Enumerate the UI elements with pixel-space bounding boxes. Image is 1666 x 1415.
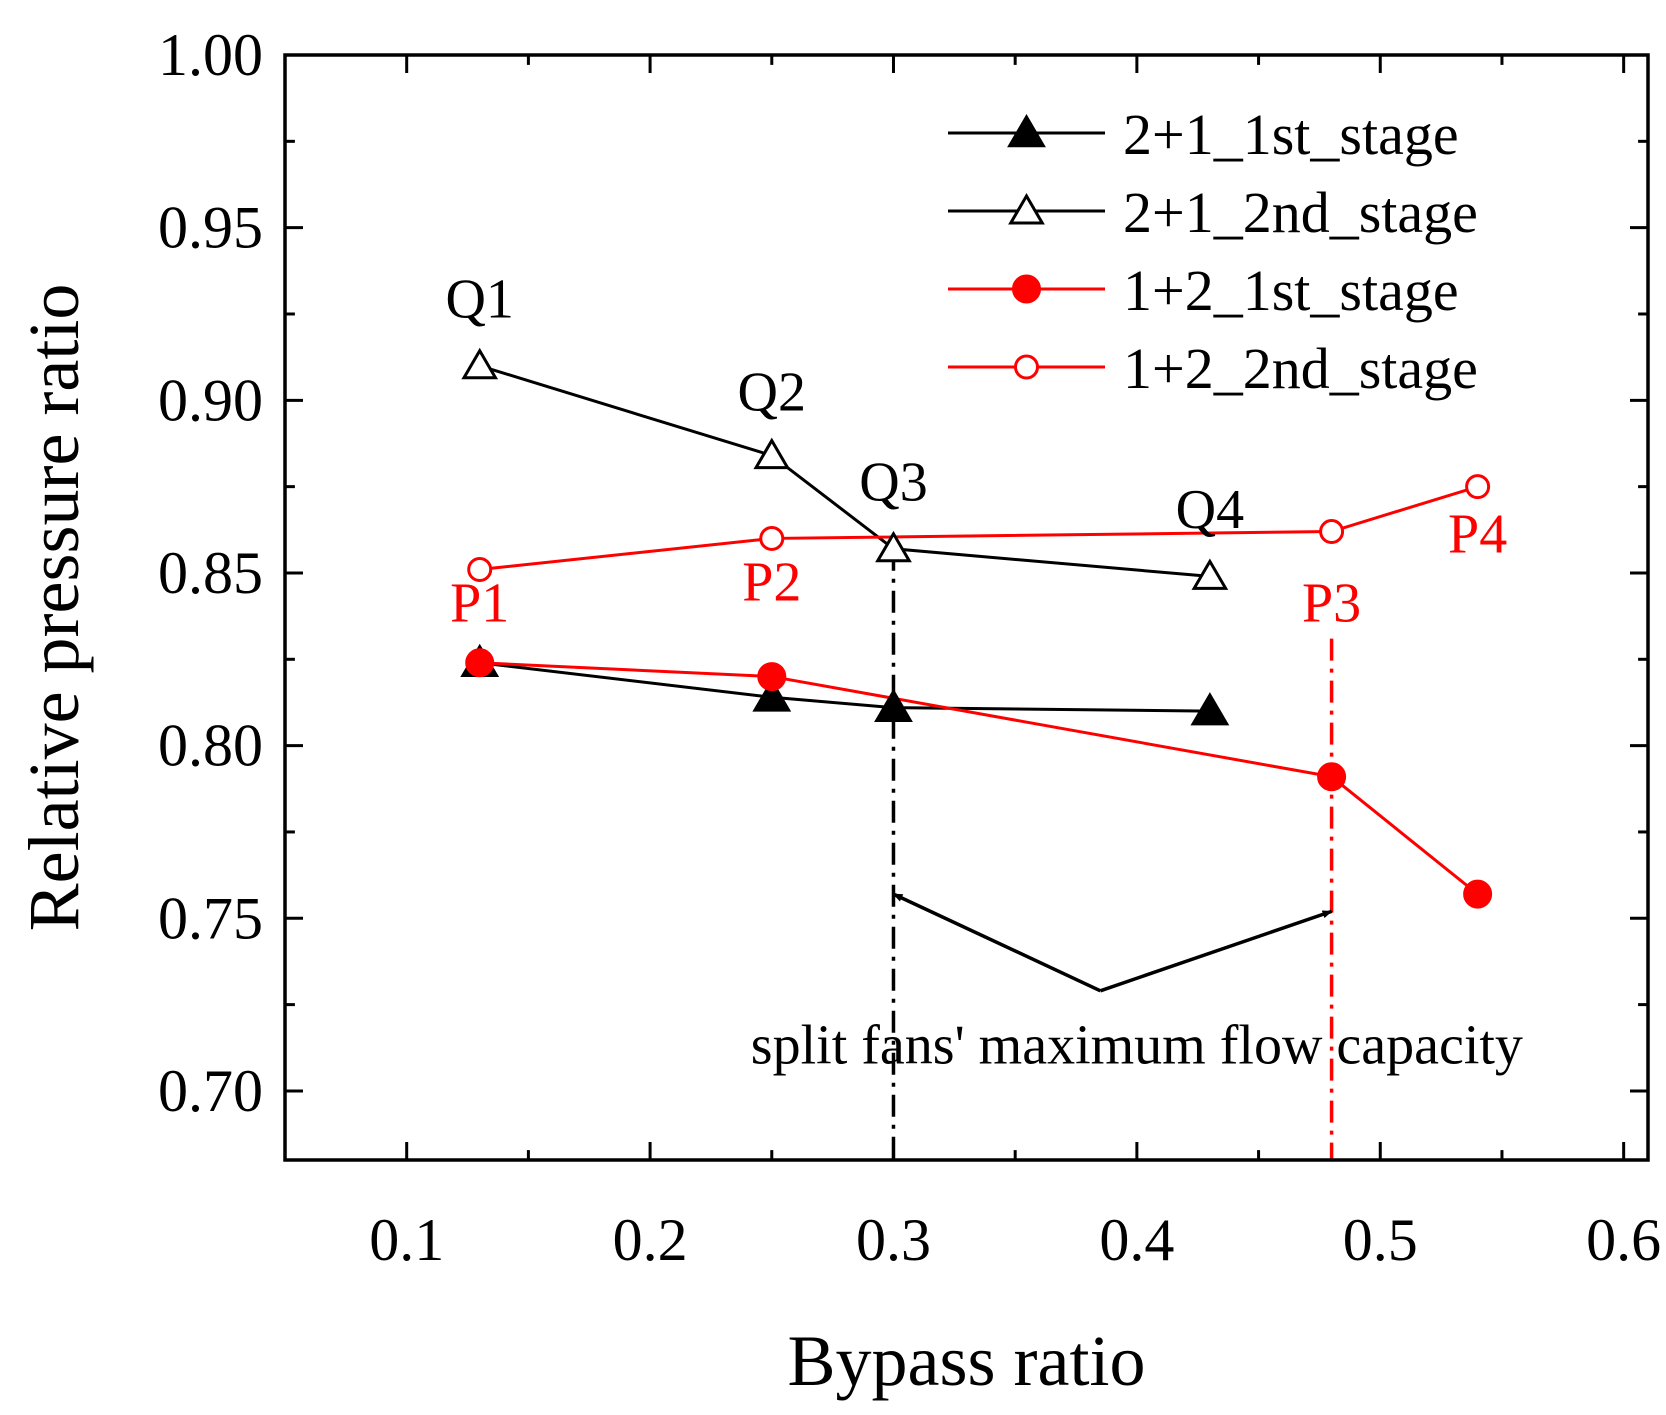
series-layer xyxy=(460,347,1493,909)
plot-frame xyxy=(283,53,1650,1162)
x-tick-label: 0.4 xyxy=(1099,1207,1174,1273)
data-point-1-2-2nd-stage xyxy=(1465,474,1491,500)
legend-label-1-2-2nd-stage: 1+2_2nd_stage xyxy=(1123,336,1478,401)
x-tick-label: 0.1 xyxy=(369,1207,444,1273)
data-point-2-1-1st-stage xyxy=(1190,692,1230,726)
data-point-1-2-2nd-stage xyxy=(1319,519,1345,545)
y-tick-label: 1.00 xyxy=(158,22,263,88)
series-line-2-1-2nd-stage xyxy=(479,364,1211,578)
data-point-2-1-2nd-stage xyxy=(461,347,499,380)
point-label: Q1 xyxy=(445,268,513,330)
x-tick-label: 0.2 xyxy=(613,1207,688,1273)
data-point-2-1-2nd-stage xyxy=(1191,558,1229,590)
annotation-arrow xyxy=(892,892,1102,993)
x-axis-title: Bypass ratio xyxy=(788,1321,1146,1401)
legend-marker-2-1-2nd-stage xyxy=(1008,193,1045,225)
annotation-arrow xyxy=(1099,909,1333,993)
series-line-1-2-2nd-stage xyxy=(479,485,1479,572)
y-tick-label: 0.85 xyxy=(158,540,263,606)
legend-label-2-1-2nd-stage: 2+1_2nd_stage xyxy=(1123,180,1478,245)
legend-label-1-2-1st-stage: 1+2_1st_stage xyxy=(1123,258,1459,323)
data-point-2-1-2nd-stage xyxy=(875,530,912,563)
point-label: P1 xyxy=(450,572,509,634)
annotation-layer: Q1 Q2 Q3 Q4 P1 P2 P3 P4 split fans' maximum flow… xyxy=(445,268,1522,1076)
legend: 2+1_1st_stage 2+1_2nd_stage 1+2_1st_stage 1… xyxy=(948,102,1478,401)
axes-layer: 0.1 0.2 0.3 0.4 0.5 0.6 0.70 0.75 0.80 0.85 0.90 0.… xyxy=(158,22,1661,1273)
x-tick-label: 0.3 xyxy=(856,1207,931,1273)
point-label: P2 xyxy=(742,552,801,614)
x-tick-label: 0.5 xyxy=(1343,1207,1418,1273)
data-point-1-2-1st-stage xyxy=(757,662,787,692)
point-label: P4 xyxy=(1448,503,1507,565)
point-label: Q3 xyxy=(859,451,927,513)
y-axis-title: Relative pressure ratio xyxy=(14,284,94,932)
point-label: P3 xyxy=(1302,572,1361,634)
legend-marker-1-2-2nd-stage xyxy=(1014,354,1039,380)
series-line-1-2-1st-stage xyxy=(479,661,1479,896)
reference-layer xyxy=(891,548,1334,1160)
legend-label-2-1-1st-stage: 2+1_1st_stage xyxy=(1123,102,1459,167)
point-label: Q2 xyxy=(738,362,806,424)
data-point-1-2-2nd-stage xyxy=(467,557,493,583)
data-point-1-2-1st-stage xyxy=(1317,762,1347,792)
y-tick-label: 0.95 xyxy=(158,195,263,261)
data-point-2-1-1st-stage xyxy=(752,678,792,712)
data-point-1-2-1st-stage xyxy=(1463,879,1493,909)
annotation-text: split fans' maximum flow capacity xyxy=(751,1014,1523,1076)
data-point-2-1-2nd-stage xyxy=(753,437,791,470)
y-tick-label: 0.70 xyxy=(158,1058,263,1124)
series-line-2-1-1st-stage xyxy=(479,661,1210,713)
point-label: Q4 xyxy=(1176,479,1244,541)
y-tick-label: 0.90 xyxy=(158,367,263,433)
x-tick-label: 0.6 xyxy=(1586,1207,1661,1273)
legend-marker-2-1-1st-stage xyxy=(1007,114,1046,148)
y-tick-label: 0.75 xyxy=(158,885,263,951)
data-point-2-1-1st-stage xyxy=(874,688,913,722)
data-point-1-2-2nd-stage xyxy=(759,525,785,551)
data-point-1-2-1st-stage xyxy=(465,648,495,678)
legend-marker-1-2-1st-stage xyxy=(1012,274,1041,304)
y-tick-label: 0.80 xyxy=(158,713,263,779)
